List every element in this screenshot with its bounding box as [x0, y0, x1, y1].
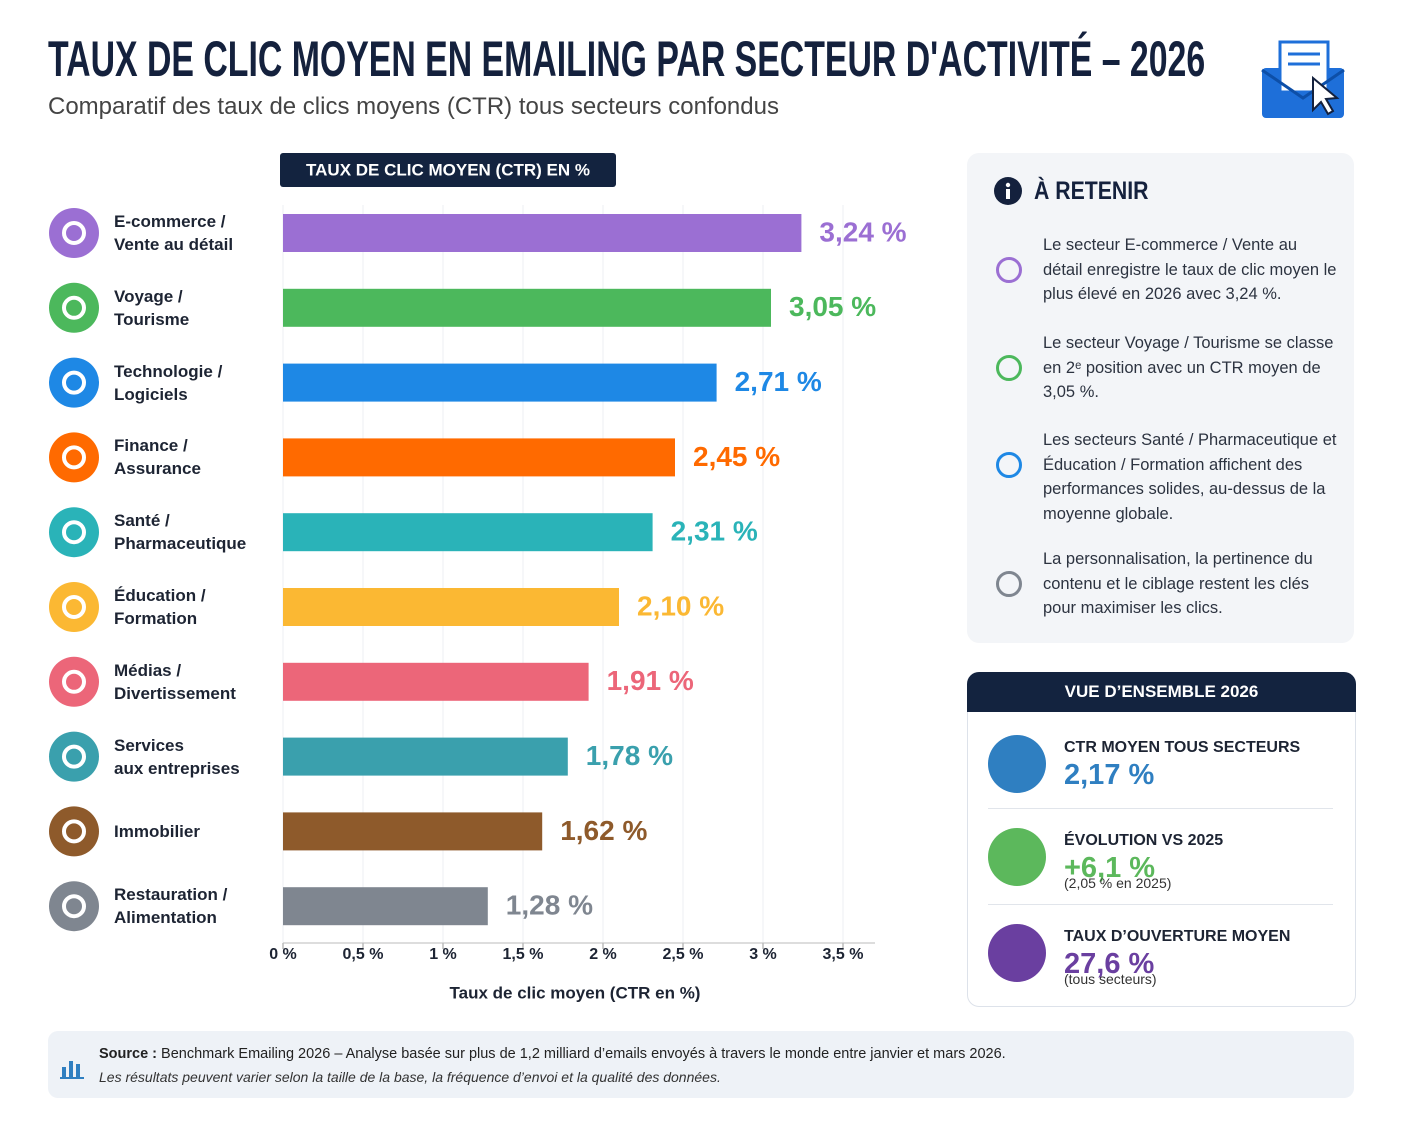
- overview-value: +6,1 %: [1064, 852, 1156, 884]
- category-icon-glyph: [62, 221, 86, 245]
- x-tick-label: 2 %: [589, 946, 617, 963]
- key-point: Le secteur E-commerce / Vente au détail …: [1043, 236, 1337, 303]
- source-note: Les résultats peuvent varier selon la ta…: [99, 1069, 721, 1085]
- category-icon: [49, 806, 99, 857]
- overview-value: 27,6 %: [1064, 948, 1155, 980]
- category-icon-glyph: [62, 894, 86, 919]
- overview-label: TAUX D’OUVERTURE MOYEN: [1064, 928, 1291, 945]
- category-icon-glyph: [62, 370, 86, 395]
- category-label: Santé / Pharmaceutique: [114, 511, 247, 554]
- bar: [283, 662, 589, 701]
- value-label: 1,62 %: [560, 815, 647, 846]
- bar: [283, 588, 619, 626]
- source-panel: [48, 1031, 1354, 1098]
- bar: [283, 812, 543, 851]
- category-icon: [49, 282, 99, 333]
- bar: [283, 363, 717, 402]
- overview-title: VUE D’ENSEMBLE 2026: [967, 672, 1356, 712]
- value-label: 1,78 %: [586, 740, 673, 771]
- envelope-icon: [1261, 40, 1345, 118]
- category-icon-glyph: [62, 520, 86, 545]
- category-label: Technologie / Logiciels: [114, 361, 223, 404]
- category-label: Immobilier: [114, 821, 200, 841]
- value-label: 1,91 %: [607, 665, 694, 696]
- source-icon: [60, 1061, 84, 1079]
- x-tick-label: 2,5 %: [663, 946, 704, 963]
- category-label: Finance / Assurance: [114, 436, 201, 479]
- bar: [283, 214, 802, 252]
- category-icon-glyph: [62, 445, 86, 470]
- info-icon: [994, 177, 1022, 205]
- category-icon: [49, 432, 99, 483]
- separator: [988, 808, 1333, 809]
- category-icon: [49, 881, 99, 932]
- x-tick-label: 0,5 %: [343, 946, 384, 963]
- key-point-icon: [996, 571, 1022, 597]
- axis-badge-bg: [280, 153, 616, 187]
- category-icon-glyph: [62, 595, 86, 619]
- key-points-panel: [967, 153, 1354, 643]
- overview-icon: [988, 924, 1046, 982]
- value-label: 3,24 %: [819, 216, 906, 247]
- bar: [283, 737, 568, 776]
- source-label: Source :: [99, 1046, 158, 1062]
- category-label: Éducation / Formation: [114, 586, 206, 628]
- category-icon: [49, 656, 99, 707]
- category-label: Médias / Divertissement: [114, 660, 236, 703]
- overview-label: ÉVOLUTION VS 2025: [1064, 832, 1224, 849]
- chart: TAUX DE CLIC MOYEN (CTR) EN % 0 % 0,5 % 1 %…: [49, 153, 907, 1002]
- category-label: Voyage / Tourisme: [114, 286, 190, 329]
- axis-badge: TAUX DE CLIC MOYEN (CTR) EN %: [306, 160, 590, 179]
- category-icon: [49, 357, 99, 408]
- bar: [283, 288, 771, 327]
- key-point-icon: [996, 452, 1022, 478]
- bar: [283, 887, 488, 926]
- value-label: 3,05 %: [789, 291, 876, 322]
- value-label: 2,31 %: [671, 516, 758, 547]
- source-line: Source : Benchmark Emailing 2026 – Analy…: [99, 1046, 1006, 1062]
- key-point: Le secteur Voyage / Tourisme se classe e…: [1043, 334, 1334, 401]
- key-point: La personnalisation, la pertinence du co…: [1043, 550, 1313, 617]
- category-icon-glyph: [62, 819, 86, 844]
- separator: [988, 904, 1333, 905]
- subtitle: Comparatif des taux de clics moyens (CTR…: [48, 93, 779, 120]
- category-label: E-commerce / Vente au détail: [114, 212, 234, 254]
- category-icon: [49, 582, 99, 632]
- x-tick-label: 1 %: [429, 946, 457, 963]
- key-points-title: À RETENIR: [1034, 177, 1149, 205]
- value-label: 2,45 %: [693, 441, 780, 472]
- key-point-icon: [996, 257, 1022, 283]
- x-tick-label: 3,5 %: [823, 946, 864, 963]
- key-point: Les secteurs Santé / Pharmaceutique et É…: [1043, 431, 1337, 523]
- x-tick-label: 0 %: [269, 946, 297, 963]
- overview-icon: [988, 735, 1046, 793]
- category-icon-glyph: [62, 295, 86, 320]
- overview-note: (2,05 % en 2025): [1064, 875, 1172, 891]
- overview-note: (tous secteurs): [1064, 971, 1157, 987]
- bar: [283, 513, 653, 552]
- x-axis-title: Taux de clic moyen (CTR en %): [450, 983, 701, 1002]
- category-icon: [49, 507, 99, 558]
- key-point-icon: [996, 355, 1022, 381]
- overview-label: CTR MOYEN TOUS SECTEURS: [1064, 739, 1301, 756]
- category-icon-glyph: [62, 669, 86, 694]
- category-icon-glyph: [62, 744, 86, 769]
- bar: [283, 438, 675, 477]
- category-icon: [49, 731, 99, 782]
- category-label: Services aux entreprises: [114, 735, 240, 778]
- value-label: 2,71 %: [735, 366, 822, 397]
- value-label: 2,10 %: [637, 590, 724, 621]
- source-text: Benchmark Emailing 2026 – Analyse basée …: [161, 1046, 1006, 1062]
- category-label: Restauration / Alimentation: [114, 885, 228, 928]
- category-icon: [49, 208, 99, 258]
- value-label: 1,28 %: [506, 890, 593, 921]
- title: TAUX DE CLIC MOYEN EN EMAILING PAR SECTE…: [48, 31, 1206, 87]
- x-tick-label: 3 %: [749, 946, 777, 963]
- overview-value: 2,17 %: [1064, 759, 1155, 791]
- overview-icon: [988, 828, 1046, 886]
- x-tick-label: 1,5 %: [503, 946, 544, 963]
